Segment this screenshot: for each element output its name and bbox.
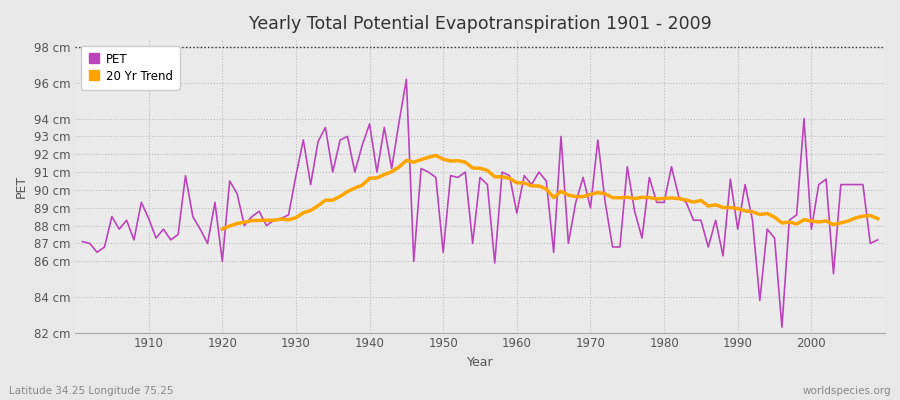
Y-axis label: PET: PET: [15, 175, 28, 198]
Legend: PET, 20 Yr Trend: PET, 20 Yr Trend: [81, 46, 180, 90]
Text: worldspecies.org: worldspecies.org: [803, 386, 891, 396]
X-axis label: Year: Year: [467, 356, 493, 369]
Text: Latitude 34.25 Longitude 75.25: Latitude 34.25 Longitude 75.25: [9, 386, 174, 396]
Title: Yearly Total Potential Evapotranspiration 1901 - 2009: Yearly Total Potential Evapotranspiratio…: [248, 15, 711, 33]
